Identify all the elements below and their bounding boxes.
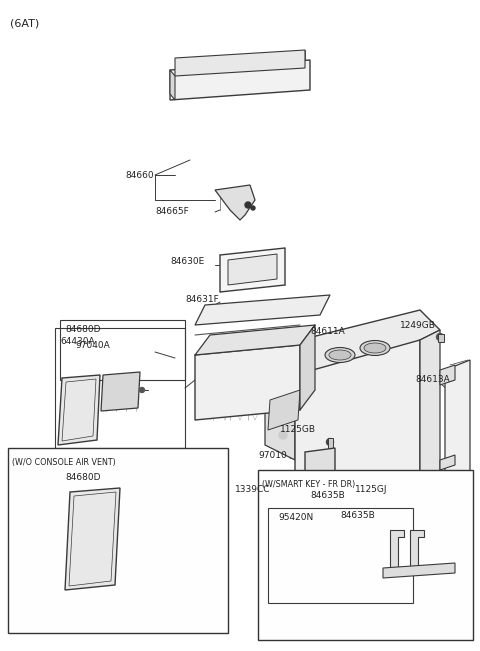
Ellipse shape — [360, 340, 390, 355]
Text: 95420N: 95420N — [278, 514, 313, 523]
Circle shape — [326, 439, 334, 445]
Polygon shape — [295, 490, 420, 520]
Text: 84680D: 84680D — [65, 326, 100, 335]
Polygon shape — [195, 325, 315, 355]
Circle shape — [305, 572, 311, 578]
Polygon shape — [310, 520, 400, 545]
Polygon shape — [440, 455, 455, 470]
Polygon shape — [340, 480, 352, 525]
Polygon shape — [58, 375, 100, 445]
Text: 84611A: 84611A — [310, 327, 345, 337]
Polygon shape — [383, 563, 455, 578]
Polygon shape — [265, 310, 440, 375]
Polygon shape — [410, 530, 424, 570]
Text: 84631F: 84631F — [185, 296, 219, 305]
Bar — [55, 328, 185, 448]
Text: 64430A: 64430A — [60, 337, 95, 346]
Ellipse shape — [329, 350, 351, 360]
Polygon shape — [265, 360, 295, 460]
Text: 84680D: 84680D — [65, 473, 100, 482]
Text: 84665F: 84665F — [155, 208, 189, 217]
Polygon shape — [300, 488, 305, 500]
Bar — [258, 470, 473, 640]
Ellipse shape — [364, 343, 386, 353]
Polygon shape — [305, 520, 375, 532]
Text: 97010: 97010 — [258, 450, 287, 460]
Circle shape — [298, 489, 306, 497]
Text: 1339CC: 1339CC — [235, 486, 271, 495]
Polygon shape — [420, 330, 440, 490]
Polygon shape — [315, 480, 327, 525]
Polygon shape — [228, 254, 277, 285]
Circle shape — [348, 490, 356, 497]
Polygon shape — [195, 295, 330, 325]
Polygon shape — [440, 365, 455, 385]
Text: 84660: 84660 — [125, 171, 154, 180]
Polygon shape — [175, 50, 305, 76]
Polygon shape — [328, 438, 333, 448]
Text: 97040A: 97040A — [75, 340, 110, 350]
Polygon shape — [305, 448, 335, 479]
Polygon shape — [268, 390, 300, 430]
Polygon shape — [170, 70, 175, 100]
Text: 1125GJ: 1125GJ — [355, 486, 387, 495]
Polygon shape — [170, 60, 310, 100]
Text: 84635B: 84635B — [340, 510, 375, 519]
Polygon shape — [220, 248, 285, 292]
Text: 84635B: 84635B — [310, 492, 345, 501]
Polygon shape — [438, 334, 444, 342]
Polygon shape — [300, 325, 315, 410]
Bar — [8, 448, 228, 633]
Polygon shape — [390, 530, 404, 570]
Polygon shape — [65, 488, 120, 590]
Polygon shape — [195, 345, 300, 420]
Polygon shape — [215, 185, 255, 220]
Circle shape — [140, 387, 144, 393]
Text: 84630E: 84630E — [170, 258, 204, 266]
Circle shape — [251, 206, 255, 210]
Text: 1125GB: 1125GB — [280, 426, 316, 434]
Bar — [268, 508, 413, 603]
Bar — [60, 320, 185, 380]
Circle shape — [387, 562, 393, 568]
Text: 1249GB: 1249GB — [400, 320, 436, 329]
Text: (W/SMART KEY - FR DR): (W/SMART KEY - FR DR) — [262, 480, 355, 489]
Polygon shape — [445, 360, 470, 495]
Text: (6AT): (6AT) — [10, 18, 39, 28]
Circle shape — [279, 431, 287, 439]
Circle shape — [436, 333, 444, 340]
Text: (W/O CONSOLE AIR VENT): (W/O CONSOLE AIR VENT) — [12, 458, 116, 467]
Ellipse shape — [325, 348, 355, 363]
Polygon shape — [101, 372, 140, 411]
Text: 84613A: 84613A — [415, 376, 450, 385]
Circle shape — [245, 202, 251, 208]
Polygon shape — [295, 340, 420, 490]
